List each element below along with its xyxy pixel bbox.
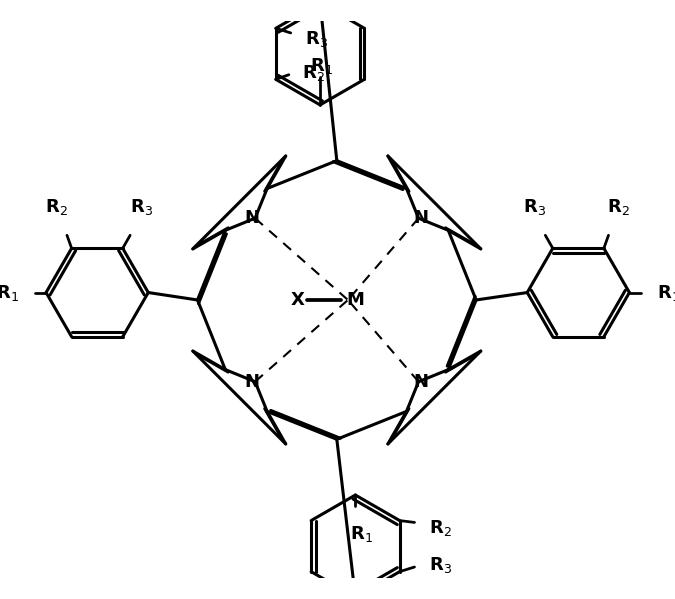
Text: R$_2$: R$_2$ [302,63,325,83]
Text: R$_1$: R$_1$ [350,524,373,544]
Text: R$_1$: R$_1$ [0,283,18,302]
Text: R$_3$: R$_3$ [429,555,452,575]
Text: N: N [245,209,260,227]
Text: X: X [291,291,304,309]
Text: R$_2$: R$_2$ [45,198,68,217]
Text: N: N [245,373,260,391]
Text: N: N [414,209,429,227]
Text: N: N [414,373,429,391]
Text: R$_1$: R$_1$ [310,56,333,76]
Text: R$_3$: R$_3$ [522,198,545,217]
Text: R$_3$: R$_3$ [305,29,328,50]
Text: R$_3$: R$_3$ [130,198,153,217]
Text: R$_2$: R$_2$ [429,518,452,538]
Text: M: M [346,291,365,309]
Text: R$_2$: R$_2$ [608,198,630,217]
Text: R$_1$: R$_1$ [657,283,675,302]
